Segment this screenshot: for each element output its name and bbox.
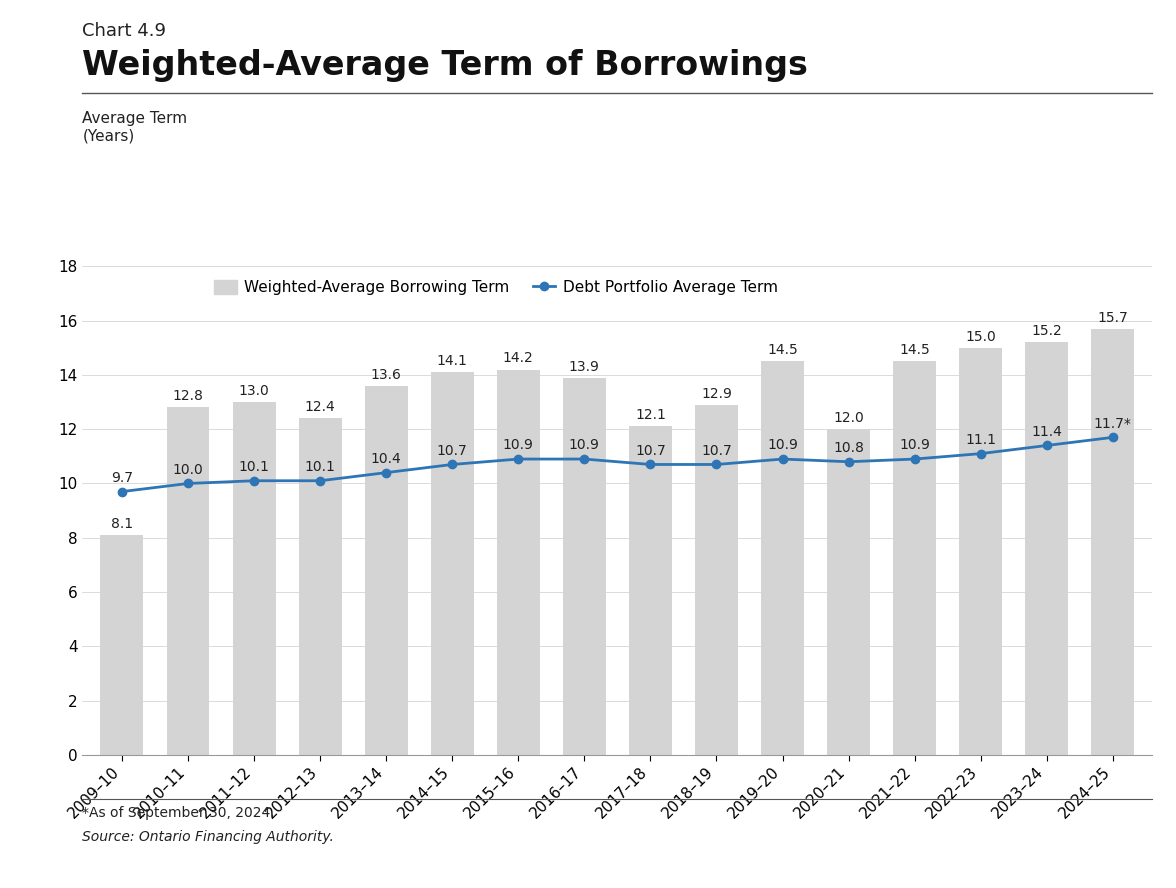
Text: 10.7: 10.7 — [436, 444, 468, 457]
Text: 11.7*: 11.7* — [1094, 416, 1131, 431]
Bar — [299, 418, 341, 755]
Text: 10.4: 10.4 — [370, 452, 401, 466]
Text: Average Term: Average Term — [82, 111, 187, 126]
Bar — [365, 385, 408, 755]
Text: 15.2: 15.2 — [1031, 324, 1062, 338]
Text: 15.7: 15.7 — [1097, 311, 1128, 325]
Text: 13.9: 13.9 — [569, 360, 600, 374]
Bar — [167, 408, 209, 755]
Text: 10.9: 10.9 — [503, 439, 534, 452]
Bar — [430, 372, 474, 755]
Bar — [761, 361, 804, 755]
Text: 14.1: 14.1 — [436, 354, 468, 369]
Text: *As of September 30, 2024.: *As of September 30, 2024. — [82, 806, 275, 821]
Text: 10.9: 10.9 — [767, 439, 799, 452]
Bar — [629, 426, 671, 755]
Bar — [233, 402, 275, 755]
Text: 10.1: 10.1 — [305, 460, 335, 474]
Text: 12.8: 12.8 — [173, 390, 203, 403]
Text: 11.1: 11.1 — [965, 432, 996, 447]
Text: 14.5: 14.5 — [900, 344, 930, 357]
Text: 10.9: 10.9 — [569, 439, 600, 452]
Text: 10.9: 10.9 — [900, 439, 930, 452]
Bar — [827, 429, 870, 755]
Bar — [100, 535, 143, 755]
Text: Chart 4.9: Chart 4.9 — [82, 22, 166, 40]
Bar — [1025, 343, 1068, 755]
Text: Weighted-Average Term of Borrowings: Weighted-Average Term of Borrowings — [82, 49, 808, 82]
Text: 13.0: 13.0 — [239, 384, 269, 398]
Text: 13.6: 13.6 — [370, 368, 402, 382]
Text: 12.4: 12.4 — [305, 400, 335, 415]
Bar — [563, 377, 606, 755]
Text: 8.1: 8.1 — [111, 517, 133, 531]
Text: 10.8: 10.8 — [833, 441, 864, 455]
Bar — [960, 348, 1002, 755]
Text: 10.7: 10.7 — [701, 444, 731, 457]
Text: 12.1: 12.1 — [635, 408, 666, 423]
Text: 10.1: 10.1 — [239, 460, 269, 474]
Text: 9.7: 9.7 — [111, 471, 133, 485]
Text: Source: Ontario Financing Authority.: Source: Ontario Financing Authority. — [82, 830, 334, 844]
Text: 11.4: 11.4 — [1031, 424, 1062, 439]
Text: 12.9: 12.9 — [701, 386, 731, 400]
Text: 15.0: 15.0 — [965, 329, 996, 344]
Text: 10.7: 10.7 — [635, 444, 666, 457]
Bar — [1091, 329, 1135, 755]
Legend: Weighted-Average Borrowing Term, Debt Portfolio Average Term: Weighted-Average Borrowing Term, Debt Po… — [208, 274, 784, 301]
Bar — [695, 405, 739, 755]
Text: 10.0: 10.0 — [173, 463, 203, 477]
Bar — [894, 361, 936, 755]
Text: 14.5: 14.5 — [767, 344, 799, 357]
Text: 12.0: 12.0 — [834, 411, 864, 425]
Text: 14.2: 14.2 — [503, 352, 534, 366]
Bar — [496, 369, 540, 755]
Text: (Years): (Years) — [82, 129, 134, 144]
